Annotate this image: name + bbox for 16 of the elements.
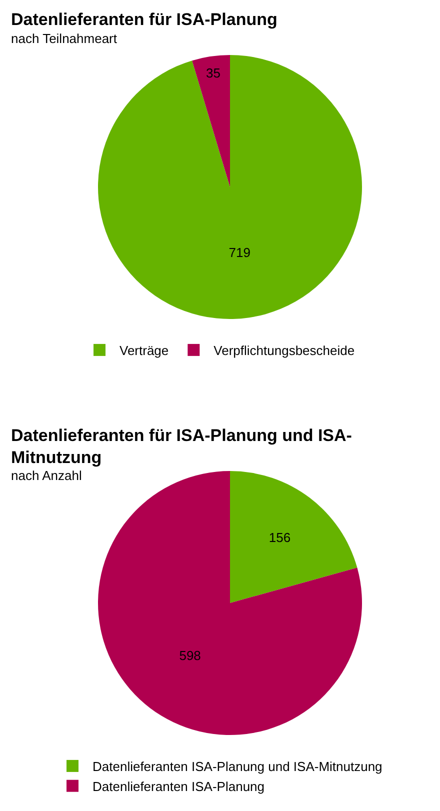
chart-subtitle: nach Anzahl xyxy=(11,468,82,483)
data-label: 35 xyxy=(206,65,220,80)
legend-label: Datenlieferanten ISA-Planung xyxy=(92,778,265,794)
legend-label: Datenlieferanten ISA-Planung und ISA-Mitnutzung xyxy=(92,759,382,774)
chart-subtitle: nach Teilnahmeart xyxy=(11,31,118,46)
legend-label: Verpflichtungsbescheide xyxy=(214,343,355,358)
pie-slice xyxy=(98,471,362,735)
data-label: 719 xyxy=(228,244,250,260)
legend-label: Verträge xyxy=(120,343,169,358)
pie-slice xyxy=(98,55,362,319)
pie-slice xyxy=(230,471,358,603)
pie-slice xyxy=(192,55,230,187)
chart-title: Datenlieferanten für ISA-Planung xyxy=(11,10,278,29)
data-label: 598 xyxy=(179,648,201,664)
chart-title: Datenlieferanten für ISA-Planung und ISA-Mitnutzung xyxy=(11,426,352,468)
data-label: 156 xyxy=(268,530,291,546)
